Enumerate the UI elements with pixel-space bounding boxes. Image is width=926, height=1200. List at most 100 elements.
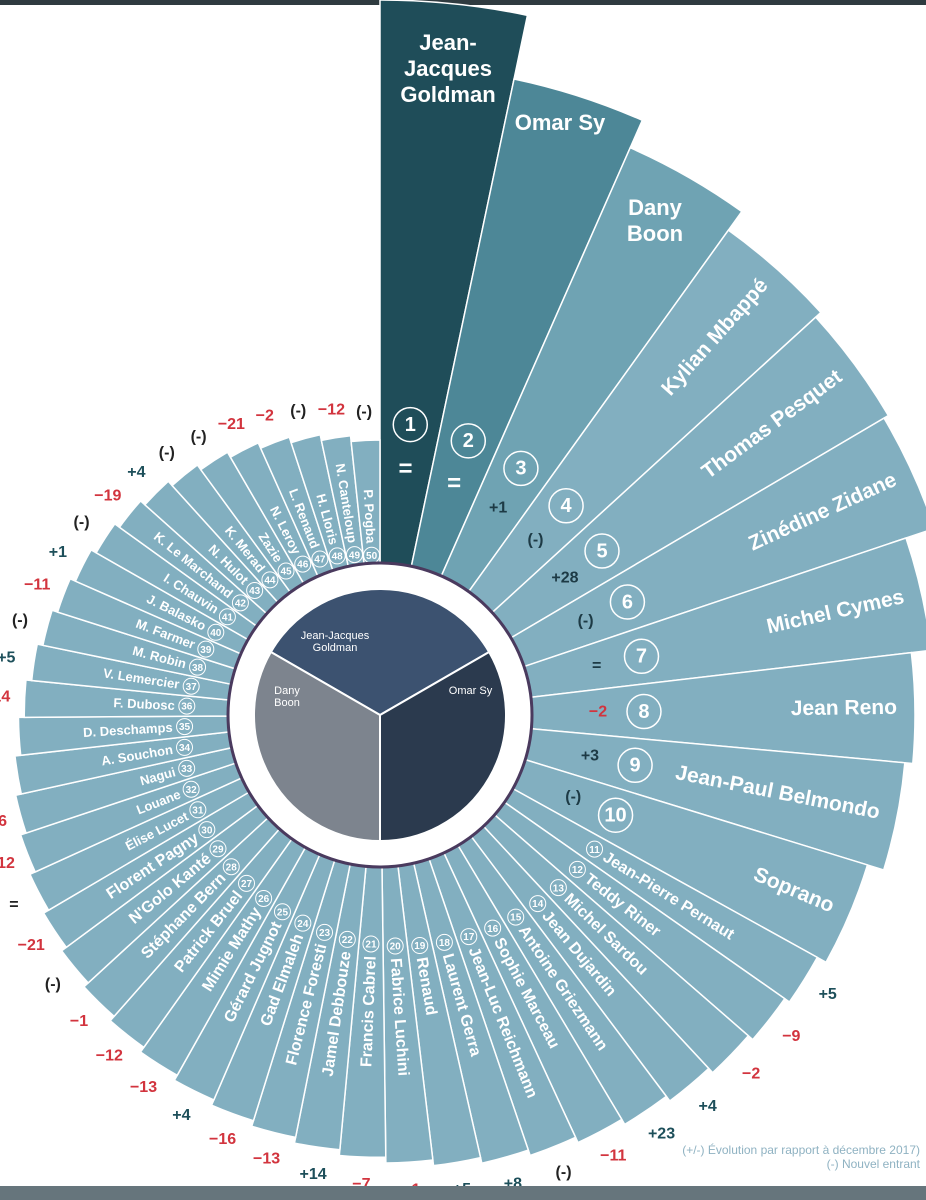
rank: 40 <box>210 628 222 639</box>
rank-circle <box>626 693 662 730</box>
rank: 45 <box>280 567 292 578</box>
change: −2 <box>742 1065 760 1082</box>
rank-circle <box>597 797 634 833</box>
rank: 14 <box>532 899 544 910</box>
rank-circle <box>246 581 264 599</box>
name: Omar Sy <box>514 110 606 135</box>
rank-circle <box>507 908 525 926</box>
change: = <box>9 897 18 914</box>
change: −14 <box>0 689 10 706</box>
change: (-) <box>578 612 594 629</box>
rank: 6 <box>622 591 633 613</box>
change: −21 <box>218 416 245 433</box>
rank: 29 <box>212 844 224 855</box>
change: −2 <box>256 407 274 424</box>
bottom-strip <box>0 1186 926 1200</box>
rank: 28 <box>226 862 238 873</box>
rank: 31 <box>192 805 204 816</box>
rank: 47 <box>314 555 326 566</box>
rank: 42 <box>235 598 247 609</box>
rank: 36 <box>181 702 193 713</box>
rank-circle <box>484 919 502 937</box>
change: +28 <box>551 570 578 587</box>
rank-circle <box>548 488 584 524</box>
rank: 44 <box>264 575 276 586</box>
rank-circle <box>231 594 249 612</box>
rank: 21 <box>365 940 377 951</box>
rank-circle <box>294 555 312 573</box>
rank-circle <box>328 547 346 565</box>
name: Dany Boon <box>626 195 684 246</box>
photo-label: Dany Boon <box>274 685 300 709</box>
name-group: Jean Reno <box>791 696 897 720</box>
rank: 3 <box>515 458 526 480</box>
name-group: P. Pogba <box>361 489 379 544</box>
change: +14 <box>299 1166 326 1183</box>
rank-circle <box>207 623 225 641</box>
rank-circle <box>450 423 487 459</box>
change: −12 <box>96 1048 123 1065</box>
change: −2 <box>589 703 607 720</box>
rank: 9 <box>630 755 641 777</box>
rank: 39 <box>200 645 212 656</box>
rank: 12 <box>572 865 584 876</box>
change: −11 <box>600 1148 626 1165</box>
rank: 32 <box>186 785 198 796</box>
rank-circle <box>218 608 236 626</box>
change: −21 <box>18 937 45 954</box>
change: = <box>447 470 461 497</box>
change: (-) <box>565 788 581 805</box>
rank-circle <box>176 738 194 756</box>
rank: 35 <box>179 722 191 733</box>
change: +3 <box>581 748 599 765</box>
rank-circle <box>386 937 404 955</box>
rank-circle <box>178 759 196 777</box>
change: (-) <box>290 402 306 419</box>
rank-circle <box>222 858 240 876</box>
change: (-) <box>191 428 207 445</box>
rank-circle <box>617 747 653 784</box>
rank-circle <box>176 718 194 736</box>
rank: 15 <box>510 913 522 924</box>
rank-circle <box>623 638 660 675</box>
change: +4 <box>699 1098 717 1115</box>
rank-circle <box>273 903 291 921</box>
change: −16 <box>209 1131 236 1148</box>
rank-circle <box>182 780 200 798</box>
change: (-) <box>45 976 61 993</box>
legend-line: (-) Nouvel entrant <box>826 1157 920 1171</box>
rank-circle <box>460 928 478 946</box>
rank: 41 <box>222 612 234 623</box>
change: = <box>592 658 601 675</box>
rank: 22 <box>342 935 354 946</box>
name: Francis Cabrel <box>358 956 379 1068</box>
rank: 25 <box>277 907 289 918</box>
name-group: Francis Cabrel <box>358 956 379 1068</box>
change: −13 <box>130 1079 157 1096</box>
rank: 50 <box>366 551 378 562</box>
rank-circle <box>411 937 429 955</box>
rank: 33 <box>181 764 193 775</box>
rank-circle <box>503 450 539 487</box>
top-strip <box>0 0 926 5</box>
rank: 37 <box>186 682 198 693</box>
change: (-) <box>528 531 544 548</box>
change: −19 <box>94 487 121 504</box>
photo-sector <box>253 650 381 843</box>
change: −9 <box>782 1028 800 1045</box>
change: +1 <box>489 500 507 517</box>
rank-circle <box>392 406 429 443</box>
change: +5 <box>0 649 16 666</box>
rank-circle <box>178 697 196 715</box>
rank: 1 <box>405 414 416 436</box>
rank: 20 <box>390 942 402 953</box>
name: F. Dubosc <box>113 695 175 713</box>
rank-circle <box>362 935 380 953</box>
rank: 11 <box>589 845 600 856</box>
change: −12 <box>0 855 15 872</box>
change: +23 <box>648 1125 675 1142</box>
change: +1 <box>49 544 67 561</box>
rank: 27 <box>241 879 253 890</box>
rank: 13 <box>553 883 565 894</box>
